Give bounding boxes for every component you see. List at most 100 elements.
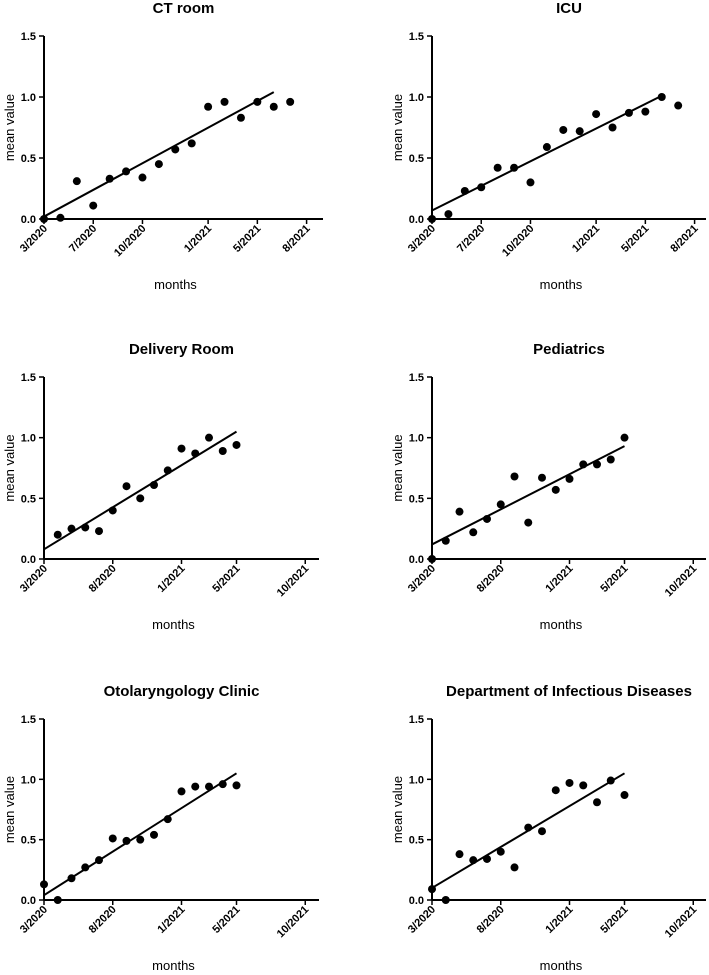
y-tick-label: 0.0 <box>21 214 36 226</box>
x-tick-label: 8/2021 <box>668 223 700 255</box>
data-point <box>95 856 103 865</box>
y-tick-label: 1.0 <box>21 774 36 786</box>
data-point <box>81 863 90 872</box>
data-point <box>56 213 65 222</box>
y-tick-label: 0.5 <box>21 493 36 505</box>
data-point <box>620 433 629 442</box>
data-point <box>510 163 519 172</box>
data-point <box>496 500 505 509</box>
data-point <box>138 173 147 182</box>
y-axis-label: mean value <box>2 434 17 501</box>
y-tick-label: 1.0 <box>21 433 36 445</box>
regression-line <box>43 772 238 897</box>
x-axis-label: months <box>540 617 583 632</box>
chart-panel-3: Delivery Room 0.0 0.5 1.0 1.5 3/2020 8/2020 1/2… <box>2 341 319 632</box>
x-tick-label: 10/2021 <box>275 563 312 600</box>
data-point <box>441 536 450 545</box>
data-point <box>559 125 568 134</box>
x-axis-label: months <box>540 277 583 292</box>
y-tick-label: 1.0 <box>21 92 36 104</box>
data-point <box>105 174 114 183</box>
data-point <box>455 507 464 516</box>
data-point <box>122 836 131 845</box>
data-point <box>428 885 436 894</box>
x-axis-label: months <box>152 617 195 632</box>
x-tick-label: 5/2021 <box>210 904 242 936</box>
x-tick-label: 1/2021 <box>155 563 187 595</box>
data-point <box>136 835 145 844</box>
y-tick-label: 1.5 <box>21 31 36 43</box>
x-tick-label: 5/2021 <box>210 563 242 595</box>
data-point <box>496 847 505 856</box>
x-tick-label: 8/2020 <box>475 904 507 936</box>
data-point <box>469 856 478 865</box>
chart-panel-2: ICU 0.0 0.5 1.0 1.5 3/2020 7/2020 10/2020 1/2021… <box>390 0 706 292</box>
data-point <box>236 113 245 122</box>
chart-title: Otolaryngology Clinic <box>104 683 260 700</box>
data-point <box>606 455 615 464</box>
data-point <box>108 834 117 843</box>
x-tick-label: 1/2021 <box>543 904 575 936</box>
y-tick-label: 1.0 <box>409 774 424 786</box>
y-tick-label: 0.5 <box>409 493 424 505</box>
x-tick-label: 10/2021 <box>275 904 312 941</box>
data-point <box>177 787 186 796</box>
x-tick-label: 5/2021 <box>598 563 630 595</box>
x-tick-label: 8/2020 <box>87 563 119 595</box>
data-point <box>579 460 588 469</box>
x-axis-label: months <box>540 958 583 973</box>
data-point <box>608 123 617 132</box>
chart-panel-5: Otolaryngology Clinic 0.0 0.5 1.0 1.5 3/2020 8… <box>2 683 319 973</box>
data-point <box>154 160 163 169</box>
data-point <box>538 473 546 482</box>
y-tick-label: 0.0 <box>409 554 424 566</box>
regression-line <box>431 94 663 212</box>
data-point <box>220 97 229 106</box>
y-tick-label: 0.5 <box>21 835 36 847</box>
x-tick-label: 10/2021 <box>663 904 700 941</box>
data-point <box>89 201 98 210</box>
data-point <box>218 447 227 456</box>
x-tick-label: 7/2020 <box>455 223 487 255</box>
data-point <box>524 518 533 527</box>
x-tick-label: 10/2021 <box>663 563 700 600</box>
y-tick-label: 1.5 <box>409 714 424 726</box>
x-tick-label: 5/2021 <box>598 904 630 936</box>
x-tick-label: 5/2021 <box>231 223 263 255</box>
y-tick-label: 1.0 <box>409 92 424 104</box>
x-tick-label: 8/2020 <box>87 904 119 936</box>
data-point <box>510 863 519 872</box>
y-axis-label: mean value <box>2 94 17 161</box>
x-tick-label: 3/2020 <box>406 563 438 595</box>
data-point <box>122 167 131 176</box>
regression-line <box>43 430 238 551</box>
x-tick-label: 7/2020 <box>67 223 99 255</box>
data-point <box>286 97 295 106</box>
data-point <box>67 874 76 883</box>
x-tick-label: 1/2021 <box>182 223 214 255</box>
data-point <box>483 854 491 863</box>
chart-panel-1: CT room 0.0 0.5 1.0 1.5 3/2020 7/2020 10/2020 1/… <box>2 0 323 292</box>
data-point <box>483 514 491 523</box>
data-point <box>163 815 172 824</box>
y-tick-label: 1.5 <box>21 372 36 384</box>
data-point <box>542 143 551 152</box>
data-point <box>204 102 213 111</box>
data-point <box>67 524 76 533</box>
y-tick-label: 0.0 <box>409 214 424 226</box>
data-point <box>592 110 601 119</box>
data-point <box>620 791 629 800</box>
chart-title: Pediatrics <box>533 341 605 358</box>
data-point <box>551 485 560 494</box>
y-tick-label: 1.5 <box>409 31 424 43</box>
data-point <box>579 781 588 790</box>
data-point <box>624 108 633 117</box>
y-tick-label: 0.5 <box>409 153 424 165</box>
data-point <box>40 215 48 223</box>
chart-title: ICU <box>556 0 582 17</box>
data-point <box>593 460 601 469</box>
data-point <box>493 163 502 172</box>
x-tick-label: 3/2020 <box>18 563 50 595</box>
data-point <box>205 433 213 442</box>
